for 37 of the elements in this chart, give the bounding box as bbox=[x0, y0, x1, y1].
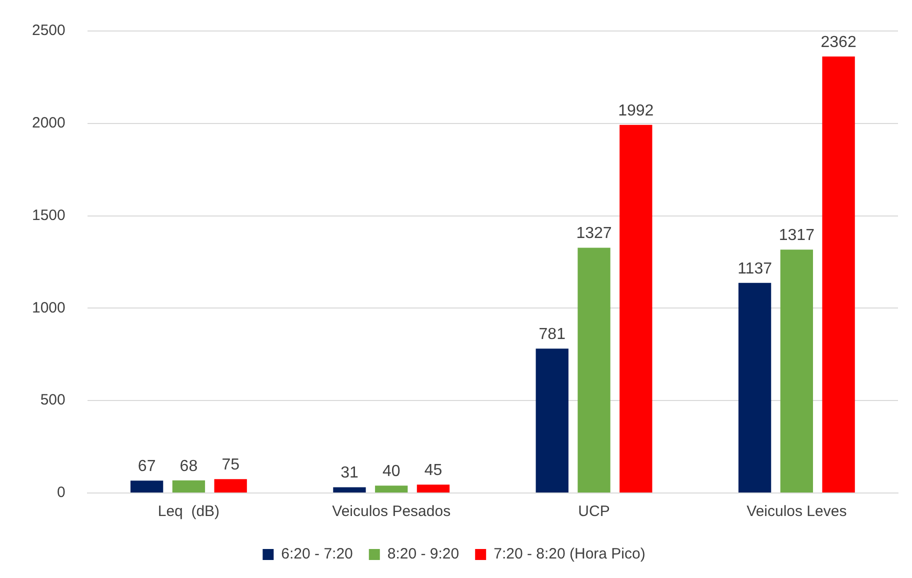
bar bbox=[130, 480, 164, 492]
data-label: 2362 bbox=[820, 34, 856, 51]
y-tick-label: 2000 bbox=[32, 114, 66, 132]
data-label: 781 bbox=[538, 326, 566, 344]
data-label: 1137 bbox=[738, 260, 772, 278]
data-label: 1992 bbox=[618, 102, 654, 120]
legend-label: 8:20 - 9:20 bbox=[387, 546, 460, 563]
legend-label: 6:20 - 7:20 bbox=[281, 546, 353, 563]
y-tick-label: 0 bbox=[57, 484, 66, 502]
bar bbox=[822, 56, 855, 492]
data-label: 40 bbox=[382, 463, 400, 480]
bar bbox=[578, 248, 610, 492]
data-label: 45 bbox=[424, 462, 442, 480]
data-label: 75 bbox=[222, 456, 240, 474]
data-label: 68 bbox=[180, 458, 198, 475]
data-label: 1327 bbox=[576, 225, 612, 242]
bar bbox=[214, 479, 247, 492]
bar bbox=[375, 486, 408, 492]
x-tick-label: UCP bbox=[578, 503, 610, 520]
y-tick-label: 2500 bbox=[32, 22, 66, 40]
data-label: 31 bbox=[340, 464, 358, 482]
bar bbox=[738, 282, 772, 492]
y-tick-label: 500 bbox=[40, 392, 66, 409]
legend-label: 7:20 - 8:20 (Hora Pico) bbox=[494, 546, 646, 563]
x-tick-label: Veiculos Pesados bbox=[332, 503, 451, 520]
data-label: 1317 bbox=[778, 227, 815, 244]
data-label: 67 bbox=[138, 458, 156, 476]
bar bbox=[620, 124, 652, 492]
x-tick-label: Leq (dB) bbox=[158, 503, 220, 520]
bar bbox=[536, 348, 568, 492]
y-tick-label: 1000 bbox=[32, 299, 66, 316]
x-tick-label: Veiculos Leves bbox=[746, 503, 847, 520]
bar bbox=[780, 250, 814, 492]
y-tick-label: 1500 bbox=[32, 206, 66, 224]
bar bbox=[172, 480, 206, 492]
bar bbox=[416, 484, 450, 492]
bar bbox=[333, 487, 366, 492]
